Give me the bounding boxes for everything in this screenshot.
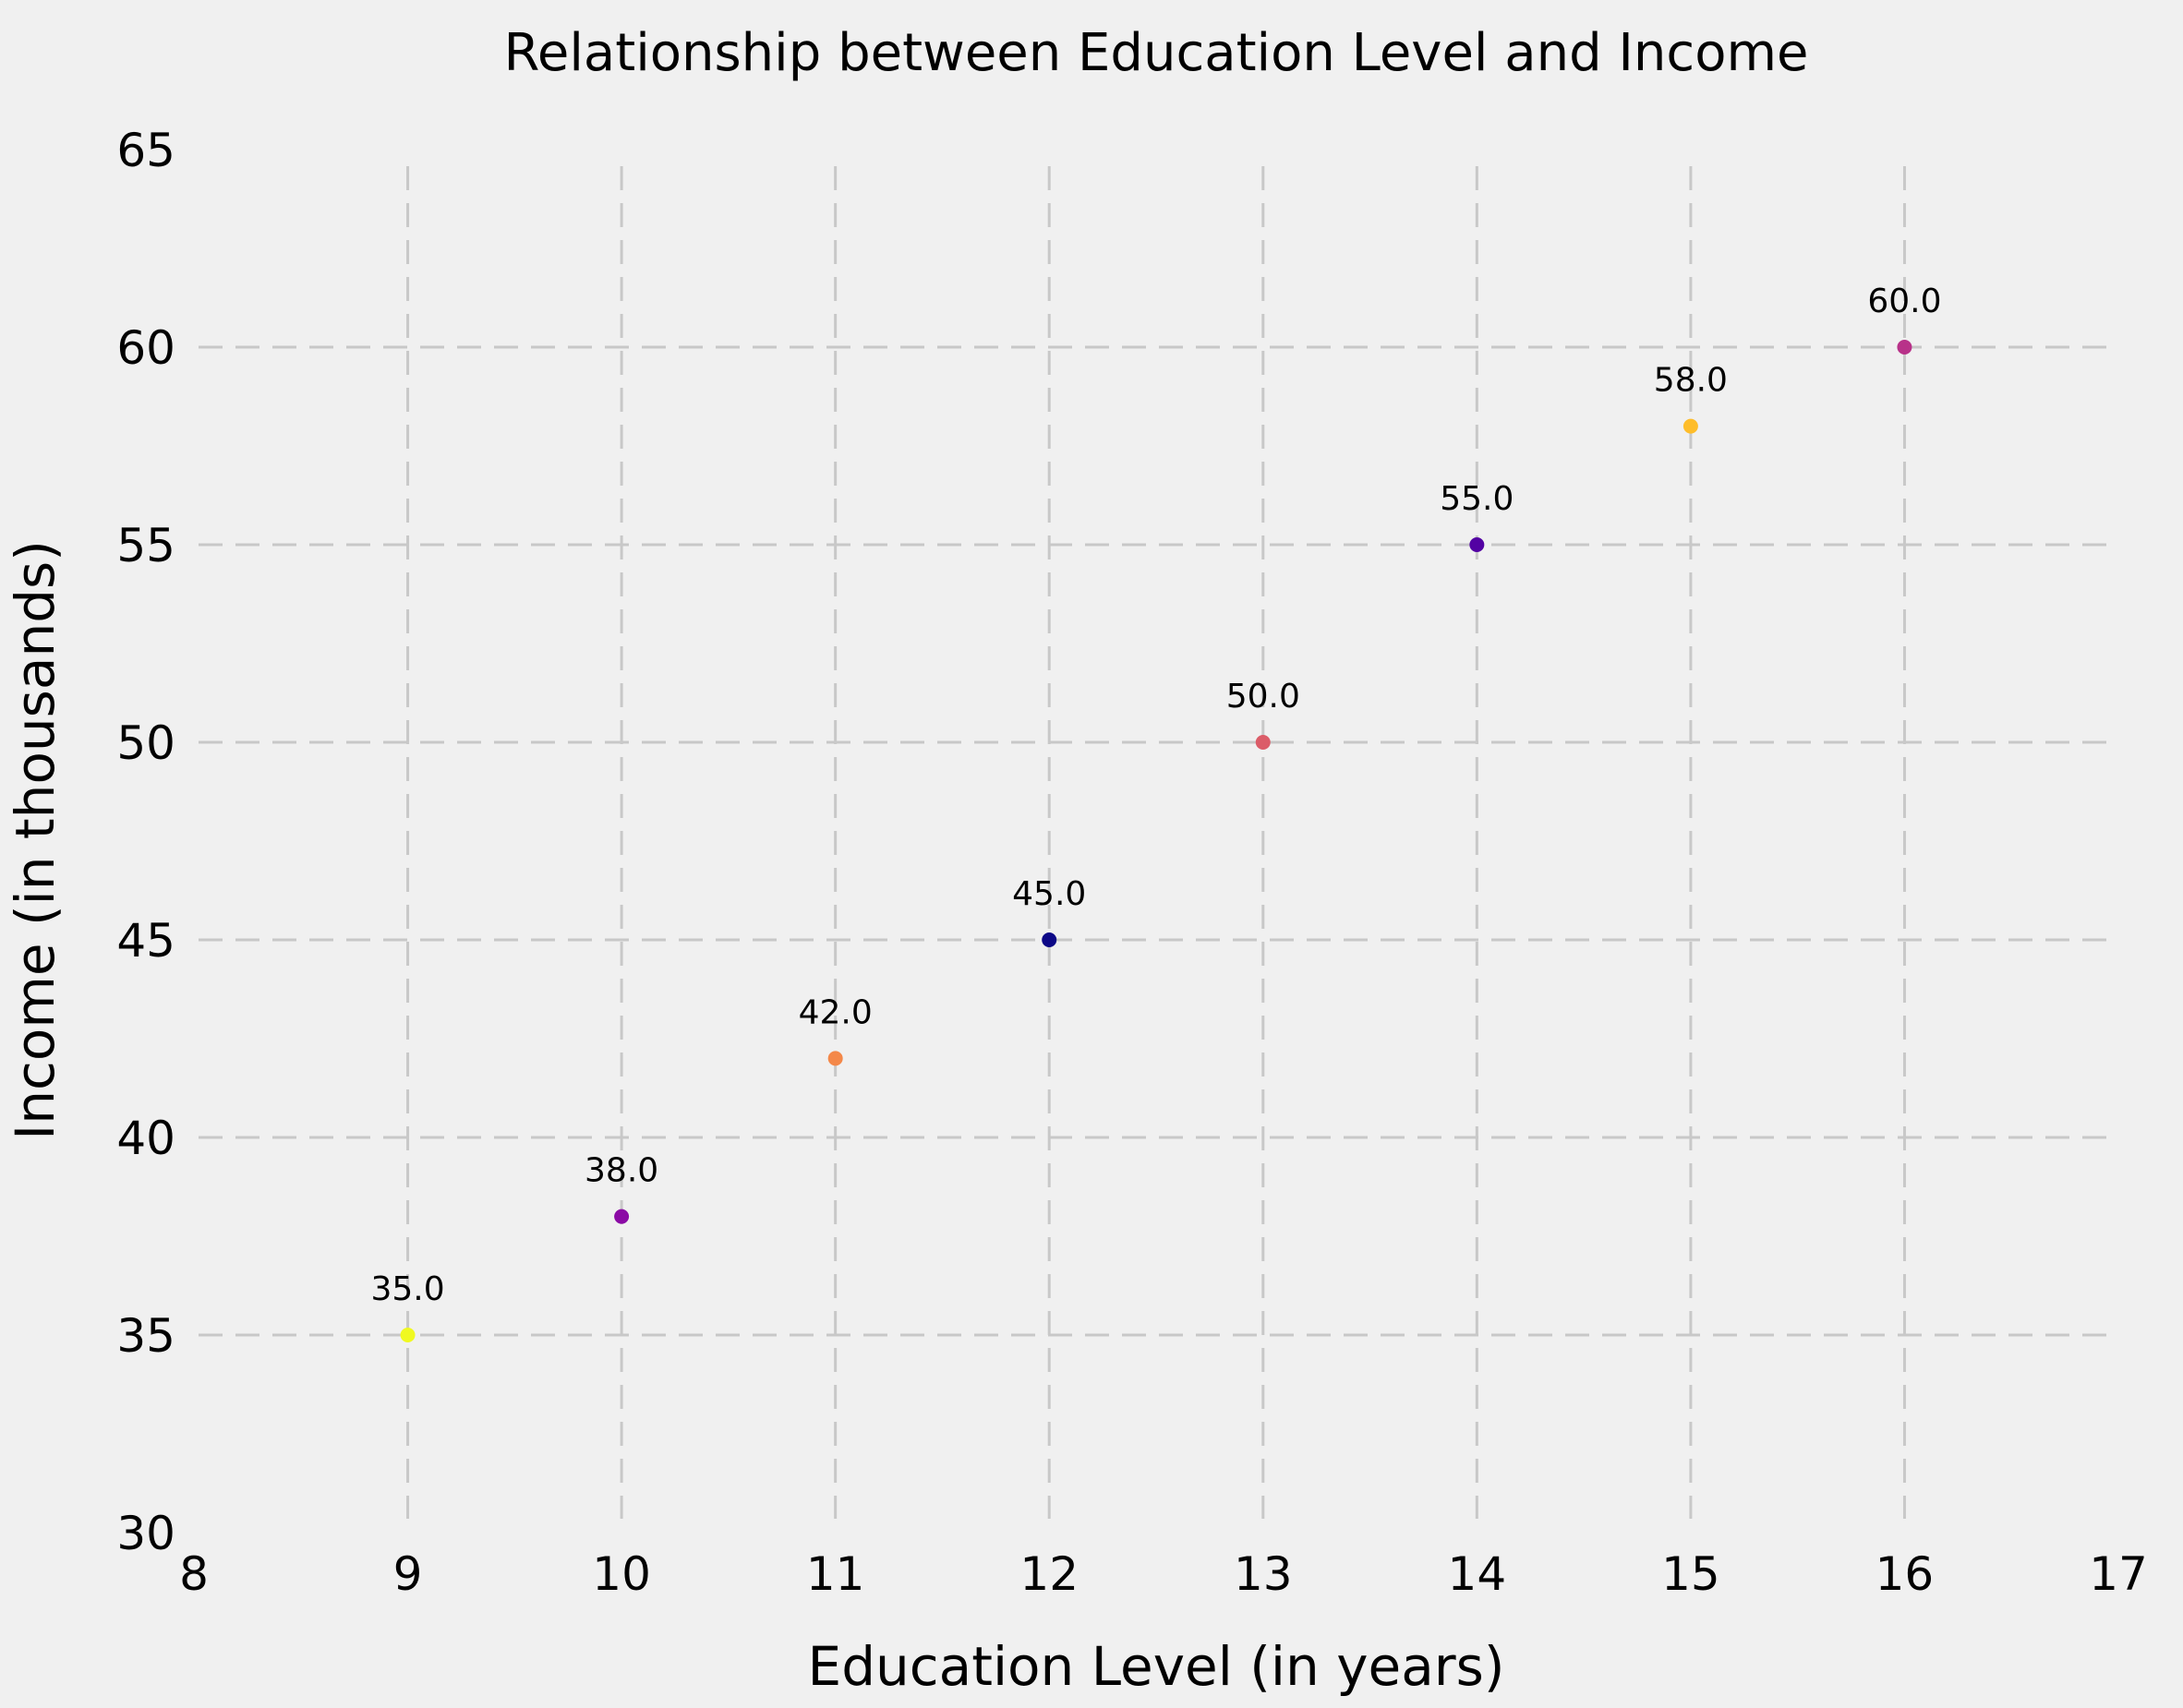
data-label: 55.0 (1440, 480, 1514, 518)
x-axis-label: Education Level (in years) (808, 1635, 1505, 1698)
x-tick-label: 10 (592, 1547, 651, 1601)
data-point (614, 1209, 630, 1224)
data-point (1897, 340, 1912, 355)
x-tick-label: 12 (1019, 1547, 1079, 1601)
x-tick-label: 17 (2089, 1547, 2148, 1601)
data-point (827, 1051, 843, 1066)
y-tick-label: 30 (116, 1507, 175, 1560)
data-point (1682, 418, 1698, 434)
y-tick-label: 50 (116, 716, 175, 770)
chart-title: Relationship between Education Level and… (504, 23, 1809, 83)
x-tick-label: 14 (1448, 1547, 1507, 1601)
data-point (1042, 932, 1057, 947)
data-points (400, 340, 1912, 1342)
y-axis-ticks: 30 35 40 45 50 55 60 65 (116, 124, 175, 1560)
data-point (1255, 735, 1271, 750)
x-tick-label: 16 (1875, 1547, 1935, 1601)
data-point (400, 1328, 416, 1342)
y-tick-label: 40 (116, 1112, 175, 1165)
data-labels: 35.0 38.0 42.0 45.0 50.0 55.0 58.0 60.0 (370, 283, 1941, 1308)
data-label: 42.0 (799, 993, 873, 1031)
x-tick-label: 9 (393, 1547, 423, 1601)
data-label: 58.0 (1654, 362, 1728, 400)
data-label: 60.0 (1867, 283, 1941, 320)
y-tick-label: 65 (116, 124, 175, 177)
data-label: 38.0 (585, 1152, 658, 1190)
y-axis-label: Income (in thousands) (4, 540, 66, 1140)
x-tick-label: 15 (1661, 1547, 1720, 1601)
data-point (1469, 537, 1485, 552)
data-label: 35.0 (370, 1270, 444, 1308)
data-label: 50.0 (1226, 678, 1300, 716)
x-axis-ticks: 8 9 10 11 12 13 14 15 16 17 (179, 1547, 2148, 1601)
y-tick-label: 45 (116, 914, 175, 968)
grid (199, 166, 2110, 1519)
data-label: 45.0 (1012, 875, 1086, 913)
x-tick-label: 11 (806, 1547, 865, 1601)
y-tick-label: 35 (116, 1309, 175, 1363)
y-tick-label: 60 (116, 321, 175, 375)
y-tick-label: 55 (116, 519, 175, 572)
x-tick-label: 8 (179, 1547, 209, 1601)
x-tick-label: 13 (1234, 1547, 1293, 1601)
